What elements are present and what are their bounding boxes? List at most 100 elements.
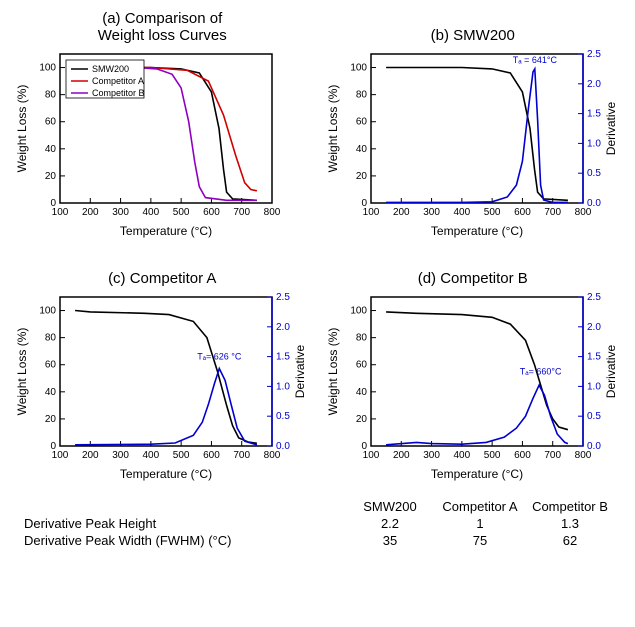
table-header-row: SMW200 Competitor A Competitor B bbox=[20, 498, 615, 515]
svg-text:0.0: 0.0 bbox=[587, 198, 601, 209]
svg-text:Derivative: Derivative bbox=[604, 345, 618, 399]
svg-text:Tₐ = 641°C: Tₐ = 641°C bbox=[512, 55, 557, 65]
svg-text:400: 400 bbox=[143, 207, 160, 218]
col-head-3: Competitor B bbox=[525, 498, 615, 515]
svg-text:200: 200 bbox=[393, 207, 410, 218]
row-label-2: Derivative Peak Width (FWHM) (°C) bbox=[20, 532, 345, 549]
svg-text:80: 80 bbox=[356, 90, 368, 101]
svg-text:100: 100 bbox=[40, 306, 57, 317]
svg-text:1.0: 1.0 bbox=[276, 381, 290, 392]
svg-text:700: 700 bbox=[544, 450, 561, 461]
svg-text:40: 40 bbox=[45, 387, 57, 398]
svg-text:2.5: 2.5 bbox=[276, 292, 290, 303]
svg-text:20: 20 bbox=[45, 414, 57, 425]
svg-text:300: 300 bbox=[112, 207, 129, 218]
svg-text:20: 20 bbox=[356, 171, 368, 182]
svg-text:Temperature (°C): Temperature (°C) bbox=[431, 467, 523, 481]
svg-text:200: 200 bbox=[82, 207, 99, 218]
svg-text:300: 300 bbox=[423, 207, 440, 218]
svg-text:0: 0 bbox=[361, 441, 367, 452]
svg-text:Weight Loss (%): Weight Loss (%) bbox=[15, 85, 29, 173]
svg-text:400: 400 bbox=[453, 450, 470, 461]
svg-text:1.5: 1.5 bbox=[587, 352, 601, 363]
svg-text:60: 60 bbox=[45, 117, 57, 128]
cell: 1 bbox=[435, 515, 525, 532]
panel-a-title-1: (a) Comparison of bbox=[98, 10, 227, 27]
svg-text:0: 0 bbox=[51, 441, 57, 452]
col-head-2: Competitor A bbox=[435, 498, 525, 515]
svg-text:1.5: 1.5 bbox=[276, 352, 290, 363]
svg-text:100: 100 bbox=[350, 306, 367, 317]
svg-text:0.0: 0.0 bbox=[587, 441, 601, 452]
svg-text:400: 400 bbox=[453, 207, 470, 218]
row-label-1: Derivative Peak Height bbox=[20, 515, 345, 532]
cell: 75 bbox=[435, 532, 525, 549]
svg-text:600: 600 bbox=[514, 450, 531, 461]
panel-d-title: (d) Competitor B bbox=[418, 251, 528, 287]
svg-text:Competitor A: Competitor A bbox=[92, 76, 144, 86]
panel-b: (b) SMW200 10020030040050060070080002040… bbox=[321, 8, 626, 241]
svg-text:0: 0 bbox=[361, 198, 367, 209]
panel-c-title: (c) Competitor A bbox=[108, 251, 216, 287]
svg-text:Weight Loss (%): Weight Loss (%) bbox=[326, 328, 340, 416]
svg-text:1.0: 1.0 bbox=[587, 138, 601, 149]
svg-text:20: 20 bbox=[356, 414, 368, 425]
chart-c: 100200300400500600700800020406080100Temp… bbox=[12, 289, 312, 484]
svg-text:Competitor B: Competitor B bbox=[92, 88, 145, 98]
panel-d: (d) Competitor B 10020030040050060070080… bbox=[321, 251, 626, 484]
svg-text:0.5: 0.5 bbox=[276, 411, 290, 422]
svg-text:80: 80 bbox=[356, 333, 368, 344]
svg-text:500: 500 bbox=[484, 450, 501, 461]
svg-text:60: 60 bbox=[356, 360, 368, 371]
panel-a-title-2: Weight loss Curves bbox=[98, 27, 227, 44]
table-row: Derivative Peak Height 2.2 1 1.3 bbox=[20, 515, 615, 532]
svg-text:0.5: 0.5 bbox=[587, 168, 601, 179]
svg-text:Weight Loss (%): Weight Loss (%) bbox=[15, 328, 29, 416]
svg-text:0.0: 0.0 bbox=[276, 441, 290, 452]
svg-text:SMW200: SMW200 bbox=[92, 64, 129, 74]
table-row: Derivative Peak Width (FWHM) (°C) 35 75 … bbox=[20, 532, 615, 549]
svg-text:Weight Loss (%): Weight Loss (%) bbox=[326, 85, 340, 173]
svg-text:500: 500 bbox=[484, 207, 501, 218]
svg-text:500: 500 bbox=[173, 450, 190, 461]
svg-text:Temperature (°C): Temperature (°C) bbox=[431, 224, 523, 238]
svg-text:Tₐ= 660°C: Tₐ= 660°C bbox=[519, 366, 561, 376]
cell: 1.3 bbox=[525, 515, 615, 532]
svg-text:2.0: 2.0 bbox=[276, 322, 290, 333]
svg-text:100: 100 bbox=[40, 63, 57, 74]
svg-text:500: 500 bbox=[173, 207, 190, 218]
svg-text:Temperature (°C): Temperature (°C) bbox=[120, 224, 212, 238]
svg-text:700: 700 bbox=[234, 207, 251, 218]
svg-text:700: 700 bbox=[544, 207, 561, 218]
svg-text:Temperature (°C): Temperature (°C) bbox=[120, 467, 212, 481]
svg-text:300: 300 bbox=[112, 450, 129, 461]
cell: 62 bbox=[525, 532, 615, 549]
svg-text:600: 600 bbox=[203, 207, 220, 218]
svg-text:600: 600 bbox=[514, 207, 531, 218]
cell: 2.2 bbox=[345, 515, 435, 532]
svg-text:100: 100 bbox=[350, 63, 367, 74]
svg-text:0: 0 bbox=[51, 198, 57, 209]
svg-text:300: 300 bbox=[423, 450, 440, 461]
panel-b-title: (b) SMW200 bbox=[431, 8, 515, 44]
svg-text:400: 400 bbox=[143, 450, 160, 461]
svg-text:2.0: 2.0 bbox=[587, 79, 601, 90]
svg-text:Derivative: Derivative bbox=[604, 102, 618, 156]
svg-text:2.5: 2.5 bbox=[587, 49, 601, 60]
svg-text:1.5: 1.5 bbox=[587, 109, 601, 120]
summary-table: SMW200 Competitor A Competitor B Derivat… bbox=[10, 494, 625, 549]
svg-text:200: 200 bbox=[393, 450, 410, 461]
svg-text:80: 80 bbox=[45, 90, 57, 101]
svg-text:20: 20 bbox=[45, 171, 57, 182]
svg-text:40: 40 bbox=[45, 144, 57, 155]
svg-text:60: 60 bbox=[356, 117, 368, 128]
svg-text:Tₐ= 626 °C: Tₐ= 626 °C bbox=[197, 352, 242, 362]
svg-text:2.0: 2.0 bbox=[587, 322, 601, 333]
svg-text:40: 40 bbox=[356, 144, 368, 155]
svg-text:Derivative: Derivative bbox=[293, 345, 307, 399]
svg-text:60: 60 bbox=[45, 360, 57, 371]
svg-text:2.5: 2.5 bbox=[587, 292, 601, 303]
svg-text:800: 800 bbox=[264, 207, 281, 218]
panel-a: (a) Comparison of Weight loss Curves 100… bbox=[10, 8, 315, 241]
svg-text:80: 80 bbox=[45, 333, 57, 344]
